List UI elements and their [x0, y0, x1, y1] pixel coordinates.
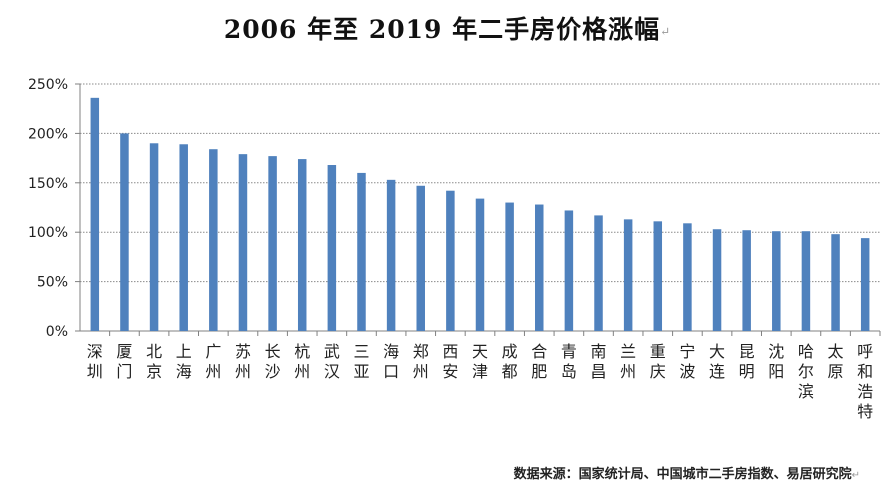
source-note: 数据来源：国家统计局、中国城市二手房指数、易居研究院↵ [0, 463, 860, 482]
x-tick-label: 昆明 [739, 342, 755, 381]
x-tick-label: 深圳 [87, 342, 103, 381]
x-tick-label: 太原 [828, 342, 844, 381]
bar [742, 230, 751, 331]
x-tick-label: 成都 [502, 342, 518, 381]
bar [623, 219, 633, 331]
bar [120, 133, 129, 331]
x-tick-label: 大连 [709, 342, 725, 381]
bar [238, 154, 248, 331]
x-tick-labels: 深圳厦门北京上海广州苏州长沙杭州武汉三亚海口郑州西安天津成都合肥青岛南昌兰州重庆… [87, 342, 873, 421]
bars [90, 97, 870, 331]
chart-title-text: 2006 年至 2019 年二手房价格涨幅 [223, 15, 661, 44]
x-tick-label: 重庆 [650, 342, 666, 381]
x-tick-label: 合肥 [531, 342, 547, 381]
source-paragraph-mark-icon: ↵ [851, 470, 860, 481]
x-tick-label: 哈尔滨 [798, 342, 814, 401]
bar [860, 238, 870, 331]
y-tick-label: 0% [46, 324, 68, 340]
x-tick-label: 三亚 [353, 342, 369, 381]
x-tick-label: 呼和浩特 [857, 342, 873, 421]
x-tick-label: 武汉 [324, 342, 340, 381]
x-tick-label: 青岛 [561, 342, 577, 381]
bar [564, 210, 574, 331]
y-tick-label: 250% [28, 77, 68, 93]
x-tick-label: 北京 [146, 342, 162, 381]
y-tick-labels: 0% 50% 100% 150% 200% 250% [28, 77, 68, 340]
x-tick-label: 厦门 [116, 342, 132, 381]
x-tick-label: 沈阳 [768, 342, 784, 381]
bar [801, 231, 811, 331]
source-note-text: 数据来源：国家统计局、中国城市二手房指数、易居研究院 [513, 467, 852, 482]
x-tick-label: 上海 [176, 342, 192, 381]
x-tick-label: 西安 [442, 342, 458, 381]
bar [416, 185, 425, 331]
chart-title: 2006 年至 2019 年二手房价格涨幅↵ [0, 10, 895, 46]
bar [179, 144, 188, 331]
x-tick-label: 宁波 [679, 342, 695, 381]
bar [327, 165, 337, 331]
x-tick-label: 长沙 [265, 342, 281, 381]
x-tick-label: 广州 [205, 342, 221, 381]
x-tick-label: 苏州 [235, 342, 251, 381]
y-tick-label: 50% [37, 275, 68, 291]
bar [268, 156, 277, 331]
bar [594, 215, 603, 331]
bar [297, 159, 307, 331]
x-tick-label: 杭州 [294, 342, 310, 381]
bar [357, 172, 366, 331]
bar [683, 223, 692, 331]
bar [209, 149, 218, 331]
x-tick-label: 南昌 [591, 342, 607, 381]
x-tick-label: 天津 [472, 342, 488, 381]
bar [446, 190, 455, 331]
bar [149, 143, 159, 331]
x-tick-label: 兰州 [620, 342, 636, 381]
x-tick-label: 海口 [383, 342, 399, 381]
bar [712, 229, 722, 331]
bar [653, 221, 663, 331]
y-tick-label: 150% [28, 176, 68, 192]
paragraph-mark-icon: ↵ [660, 24, 672, 39]
y-tick-label: 100% [28, 225, 68, 241]
y-tick-label: 200% [28, 126, 68, 142]
bar [386, 179, 396, 331]
x-tick-label: 郑州 [413, 342, 429, 381]
bar [772, 231, 781, 331]
bar [505, 202, 514, 331]
bar [831, 234, 840, 331]
bar [535, 204, 544, 331]
bar [90, 97, 100, 331]
bar [475, 198, 485, 331]
